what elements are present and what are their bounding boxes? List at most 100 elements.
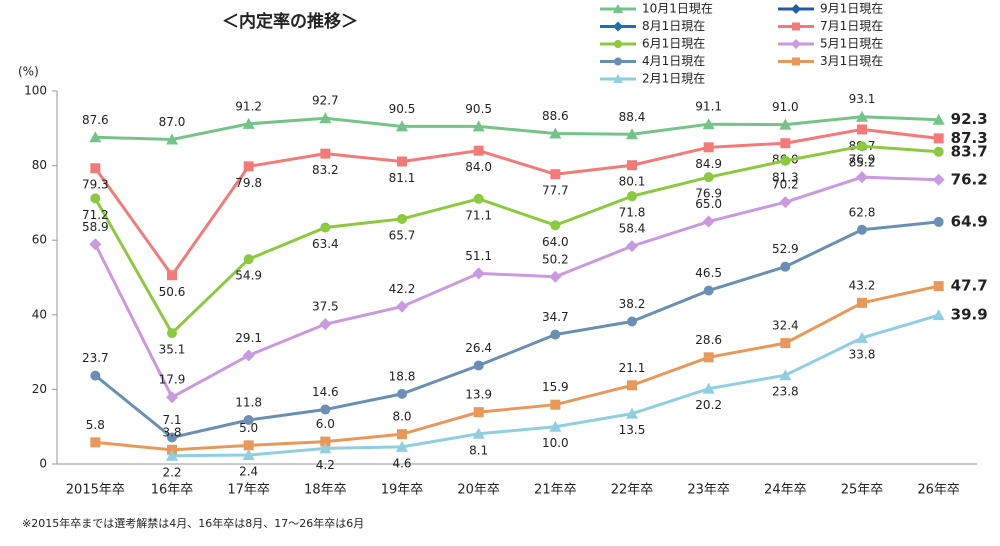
marker (613, 74, 623, 83)
marker (167, 270, 177, 281)
data-label: 90.5 (465, 102, 492, 116)
data-label: 83.2 (312, 163, 339, 177)
data-label: 5.8 (86, 418, 105, 432)
data-label: 64.0 (542, 235, 569, 249)
marker (792, 22, 800, 31)
data-label: 5.0 (239, 421, 258, 435)
marker (779, 369, 792, 381)
data-label: 39.9 (951, 306, 988, 324)
data-label: 91.2 (235, 99, 262, 113)
chart-title: ＜内定率の推移＞ (222, 11, 358, 32)
data-label: 83.7 (951, 142, 988, 160)
data-label: 26.4 (465, 341, 492, 355)
data-label: 28.6 (695, 333, 722, 347)
y-axis-label: (%) (18, 65, 39, 79)
marker (627, 316, 637, 327)
data-label: 3.8 (162, 425, 181, 439)
x-tick-label: 22年卒 (611, 483, 654, 498)
marker (472, 267, 485, 280)
marker (933, 146, 944, 157)
marker (780, 261, 791, 272)
x-tick-label: 23年卒 (687, 483, 730, 498)
marker (89, 238, 102, 251)
marker (626, 407, 638, 419)
data-label: 70.2 (772, 178, 799, 192)
data-label: 81.1 (389, 171, 416, 185)
data-label: 77.7 (542, 184, 569, 198)
data-label: 92.7 (312, 94, 339, 108)
data-label: 13.9 (465, 388, 492, 402)
marker (320, 404, 331, 415)
x-tick-label: 19年卒 (381, 483, 424, 498)
data-label: 21.1 (619, 361, 646, 375)
marker (243, 254, 254, 265)
data-label: 13.5 (619, 423, 646, 437)
x-tick-label: 18年卒 (304, 483, 347, 498)
marker (627, 380, 637, 391)
data-label: 92.3 (951, 110, 988, 128)
marker (90, 163, 101, 174)
marker (320, 222, 331, 233)
marker (857, 124, 867, 135)
data-label: 6.0 (316, 417, 335, 431)
marker (791, 4, 801, 14)
marker (319, 318, 332, 331)
marker (627, 191, 637, 202)
data-label: 17.9 (159, 373, 186, 387)
data-label: 20.2 (695, 398, 722, 412)
marker (703, 285, 714, 296)
marker (243, 161, 254, 172)
data-label: 35.1 (159, 343, 186, 357)
data-label: 84.9 (695, 157, 722, 171)
marker (89, 131, 102, 143)
marker (933, 281, 944, 292)
data-label: 51.1 (465, 249, 492, 263)
marker (396, 440, 408, 452)
data-label: 81.3 (772, 170, 799, 184)
legend-label: 7月1日現在 (820, 19, 883, 33)
legend-label: 4月1日現在 (642, 54, 705, 68)
marker (703, 172, 714, 183)
x-tick-label: 24年卒 (764, 483, 807, 498)
data-label: 79.3 (82, 178, 109, 192)
marker (397, 156, 407, 167)
data-label: 46.5 (695, 266, 722, 280)
marker (933, 133, 944, 144)
data-label: 65.0 (695, 197, 722, 211)
legend-label: 10月1日現在 (642, 2, 713, 16)
marker (626, 128, 638, 140)
marker (319, 442, 332, 454)
marker (397, 388, 407, 399)
marker (614, 57, 622, 66)
marker (856, 171, 868, 184)
marker (549, 127, 562, 139)
data-label: 10.0 (542, 436, 569, 450)
marker (932, 113, 945, 125)
data-label: 33.8 (849, 347, 876, 361)
data-label: 71.1 (465, 208, 492, 222)
data-label: 85.2 (849, 156, 876, 170)
marker (167, 432, 177, 443)
marker (549, 270, 562, 283)
data-label: 43.2 (849, 278, 876, 292)
data-label: 79.8 (235, 176, 262, 190)
series-line (93, 175, 939, 400)
marker (857, 297, 867, 308)
data-label: 91.1 (695, 100, 722, 114)
marker (90, 193, 101, 204)
marker (780, 155, 791, 166)
data-label: 76.9 (849, 153, 876, 167)
data-label: 88.4 (619, 110, 646, 124)
data-label: 58.4 (619, 222, 646, 236)
data-label: 91.0 (772, 100, 799, 114)
data-label: 58.9 (82, 220, 109, 234)
marker (396, 120, 408, 132)
data-label: 90.5 (389, 102, 416, 116)
marker (242, 117, 255, 129)
marker (857, 141, 867, 152)
series-line (94, 220, 939, 440)
marker (473, 193, 484, 204)
legend-label: 3月1日現在 (820, 54, 883, 68)
marker (613, 4, 623, 13)
marker (792, 57, 800, 66)
